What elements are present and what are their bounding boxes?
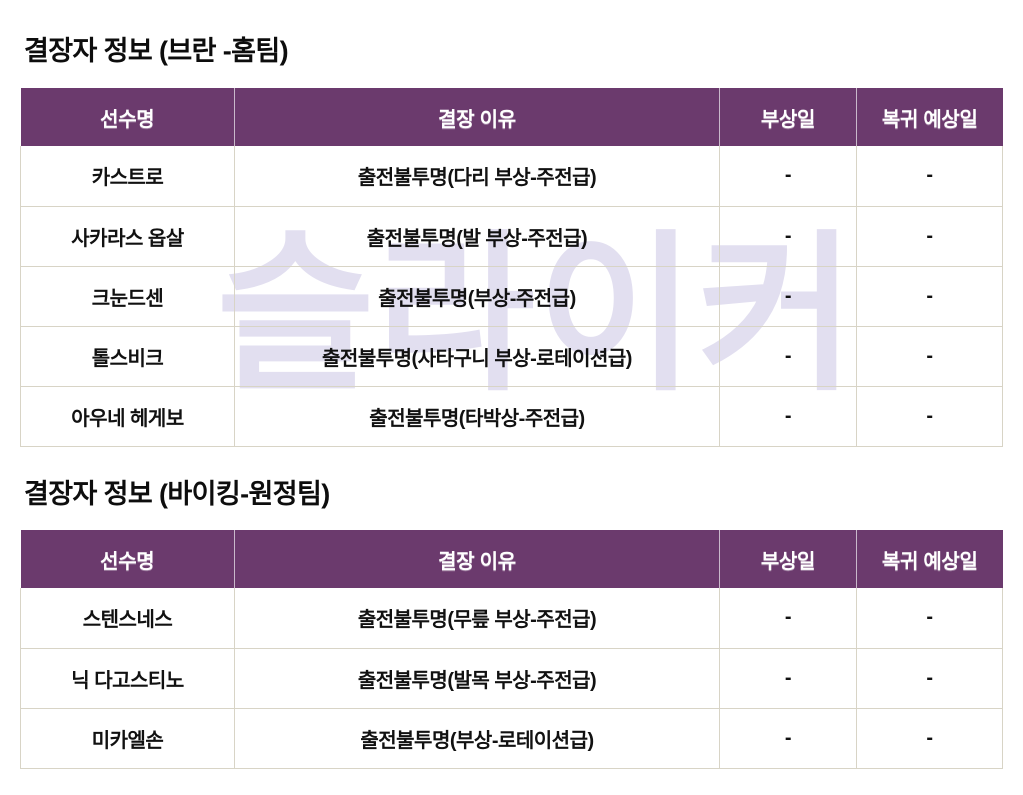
column-header-player-name: 선수명 [20, 530, 235, 588]
table-row: 미카엘손 출전불투명(부상-로테이션급) - - [20, 708, 1003, 769]
cell-injury-date: - [719, 386, 857, 447]
cell-return-date: - [856, 588, 1003, 649]
table-header-row: 선수명 결장 이유 부상일 복귀 예상일 [20, 530, 1003, 588]
cell-injury-date: - [719, 146, 857, 207]
cell-injury-date: - [719, 588, 857, 649]
column-header-reason: 결장 이유 [234, 530, 720, 588]
cell-reason: 출전불투명(무릎 부상-주전급) [234, 588, 720, 649]
table-row: 톨스비크 출전불투명(사타구니 부상-로테이션급) - - [20, 326, 1003, 387]
cell-return-date: - [856, 266, 1003, 327]
cell-injury-date: - [719, 266, 857, 327]
page-title-away: 결장자 정보 (바이킹-원정팀) [24, 479, 330, 509]
cell-player-name: 톨스비크 [20, 326, 235, 387]
column-header-return-date: 복귀 예상일 [856, 88, 1003, 146]
table-row: 카스트로 출전불투명(다리 부상-주전급) - - [20, 146, 1003, 207]
cell-player-name: 닉 다고스티노 [20, 648, 235, 709]
cell-return-date: - [856, 648, 1003, 709]
page-title-home: 결장자 정보 (브란 -홈팀) [24, 36, 289, 66]
cell-injury-date: - [719, 648, 857, 709]
table-row: 크눈드센 출전불투명(부상-주전급) - - [20, 266, 1003, 327]
cell-reason: 출전불투명(발목 부상-주전급) [234, 648, 720, 709]
cell-injury-date: - [719, 206, 857, 267]
cell-player-name: 사카라스 옵살 [20, 206, 235, 267]
column-header-injury-date: 부상일 [719, 530, 857, 588]
cell-player-name: 아우네 헤게보 [20, 386, 235, 447]
cell-return-date: - [856, 146, 1003, 207]
table-row: 사카라스 옵살 출전불투명(발 부상-주전급) - - [20, 206, 1003, 267]
cell-player-name: 카스트로 [20, 146, 235, 207]
table-header-row: 선수명 결장 이유 부상일 복귀 예상일 [20, 88, 1003, 146]
cell-reason: 출전불투명(다리 부상-주전급) [234, 146, 720, 207]
cell-reason: 출전불투명(부상-로테이션급) [234, 708, 720, 769]
cell-return-date: - [856, 326, 1003, 387]
table-home-absentees: 선수명 결장 이유 부상일 복귀 예상일 카스트로 출전불투명(다리 부상-주전… [20, 88, 1003, 447]
cell-return-date: - [856, 386, 1003, 447]
cell-injury-date: - [719, 326, 857, 387]
cell-reason: 출전불투명(발 부상-주전급) [234, 206, 720, 267]
column-header-injury-date: 부상일 [719, 88, 857, 146]
cell-return-date: - [856, 708, 1003, 769]
column-header-return-date: 복귀 예상일 [856, 530, 1003, 588]
table-row: 아우네 헤게보 출전불투명(타박상-주전급) - - [20, 386, 1003, 447]
cell-injury-date: - [719, 708, 857, 769]
cell-player-name: 미카엘손 [20, 708, 235, 769]
table-row: 스텐스네스 출전불투명(무릎 부상-주전급) - - [20, 588, 1003, 649]
cell-reason: 출전불투명(부상-주전급) [234, 266, 720, 327]
column-header-reason: 결장 이유 [234, 88, 720, 146]
table-row: 닉 다고스티노 출전불투명(발목 부상-주전급) - - [20, 648, 1003, 709]
cell-player-name: 크눈드센 [20, 266, 235, 327]
cell-player-name: 스텐스네스 [20, 588, 235, 649]
cell-return-date: - [856, 206, 1003, 267]
table-away-absentees: 선수명 결장 이유 부상일 복귀 예상일 스텐스네스 출전불투명(무릎 부상-주… [20, 530, 1003, 769]
cell-reason: 출전불투명(타박상-주전급) [234, 386, 720, 447]
column-header-player-name: 선수명 [20, 88, 235, 146]
cell-reason: 출전불투명(사타구니 부상-로테이션급) [234, 326, 720, 387]
